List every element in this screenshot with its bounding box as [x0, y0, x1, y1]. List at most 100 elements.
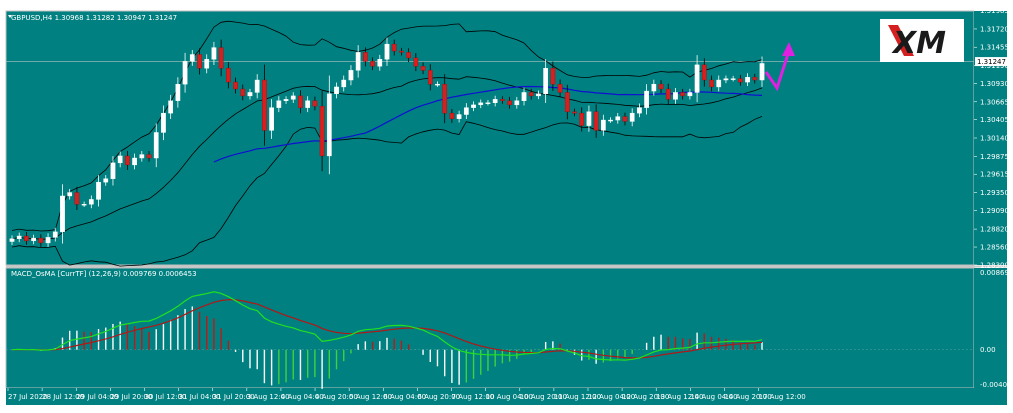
candle-body: [269, 107, 274, 131]
time-tick-label: 27 Jul 2020: [8, 393, 48, 401]
candle-body: [81, 204, 87, 206]
candle-body: [290, 95, 296, 100]
time-tick-label: 29 Jul 04:00: [76, 393, 118, 401]
candle-body: [363, 52, 368, 62]
candle-body: [161, 112, 166, 133]
candle-body: [629, 112, 635, 122]
candle-body: [550, 68, 556, 85]
candle-body: [9, 238, 15, 242]
candle-body: [370, 61, 375, 67]
current-price-label: 1.31247: [977, 58, 1006, 66]
candle-body: [197, 54, 202, 69]
candle-body: [651, 83, 657, 92]
time-tick-label: 28 Jul 12:00: [42, 393, 84, 401]
price-tick-label: 1.31720: [980, 25, 1009, 33]
candle-body: [283, 99, 289, 101]
time-tick-label: 14 Aug 04:00: [690, 393, 737, 401]
candle-body: [341, 79, 347, 88]
candle-body: [709, 79, 714, 88]
upper-band-line: [11, 20, 763, 232]
candle-body: [543, 68, 549, 95]
candle-body: [52, 231, 58, 238]
time-tick-label: 6 Aug 20:00: [417, 393, 460, 401]
candle-body: [673, 92, 678, 100]
candlesticks: [9, 37, 765, 248]
time-tick-label: 29 Jul 20:00: [110, 393, 152, 401]
price-tick-label: 1.30665: [980, 98, 1009, 106]
candle-body: [730, 78, 736, 80]
price-tick-label: 1.30930: [980, 80, 1009, 88]
candle-body: [45, 237, 51, 244]
candle-body: [391, 43, 397, 52]
bollinger-bands: [11, 20, 763, 267]
candle-body: [485, 102, 491, 104]
candle-body: [233, 81, 238, 90]
candle-body: [399, 50, 404, 53]
candle-body: [572, 111, 577, 114]
candle-body: [24, 235, 29, 242]
candle-body: [579, 112, 585, 126]
candle-body: [88, 199, 94, 205]
time-tick-label: 30 Jul 12:00: [144, 393, 186, 401]
candle-body: [687, 92, 693, 97]
candle-body: [600, 119, 606, 131]
candle-body: [665, 88, 671, 100]
candle-body: [326, 93, 332, 157]
time-tick-label: 31 Jul 04:00: [179, 393, 221, 401]
lower-band-line: [11, 116, 763, 267]
candle-body: [211, 47, 217, 60]
price-panel[interactable]: [5, 10, 975, 266]
candle-body: [478, 102, 484, 106]
candle-body: [557, 83, 563, 93]
candle-body: [463, 107, 469, 115]
candle-body: [240, 88, 246, 97]
forecast-arrow-icon: [764, 42, 795, 92]
indicator-label: MACD_OsMA [CurrTF] (12,26,9) 0.009769 0.…: [11, 270, 197, 278]
current-price-box: [975, 57, 1007, 67]
time-tick-label: 12 Aug 20:00: [622, 393, 669, 401]
candle-body: [637, 107, 642, 114]
time-tick-label: 14 Aug 20:00: [724, 393, 771, 401]
candle-body: [427, 70, 433, 85]
candle-body: [103, 178, 109, 183]
candle-body: [189, 54, 195, 62]
macd-line: [11, 291, 763, 361]
candle-body: [615, 116, 621, 121]
time-tick-label: 12 Aug 04:00: [588, 393, 635, 401]
moving-average: [213, 85, 763, 163]
candle-body: [31, 237, 36, 242]
indicator-tick-label: -0.00407: [980, 381, 1011, 389]
candle-body: [680, 92, 686, 97]
candle-body: [334, 86, 339, 95]
candle-body: [125, 155, 130, 166]
time-tick-label: 13 Aug 12:00: [656, 393, 703, 401]
candle-body: [182, 61, 188, 85]
time-axis-panel: [6, 388, 1007, 405]
candle-body: [168, 100, 174, 114]
candle-body: [38, 237, 44, 244]
candle-body: [60, 195, 65, 233]
candle-body: [564, 92, 570, 112]
candle-body: [74, 192, 80, 205]
price-tick-label: 1.29350: [980, 189, 1009, 197]
candle-body: [247, 92, 253, 97]
chart-menu-icon[interactable]: [8, 15, 12, 18]
time-tick-label: 17 Aug 12:00: [759, 393, 806, 401]
price-tick-label: 1.29875: [980, 153, 1009, 161]
indicator-panel[interactable]: [5, 267, 975, 389]
candle-body: [456, 114, 462, 119]
candle-body: [355, 52, 361, 71]
candle-body: [644, 90, 649, 108]
candle-body: [406, 52, 411, 59]
candle-body: [536, 93, 541, 97]
candle-body: [738, 78, 743, 83]
price-tick-label: 1.28820: [980, 226, 1009, 234]
candle-body: [694, 64, 700, 93]
candle-body: [507, 100, 512, 106]
candle-body: [117, 155, 123, 164]
candle-body: [67, 192, 73, 197]
candle-body: [658, 83, 664, 90]
candle-body: [442, 83, 448, 114]
